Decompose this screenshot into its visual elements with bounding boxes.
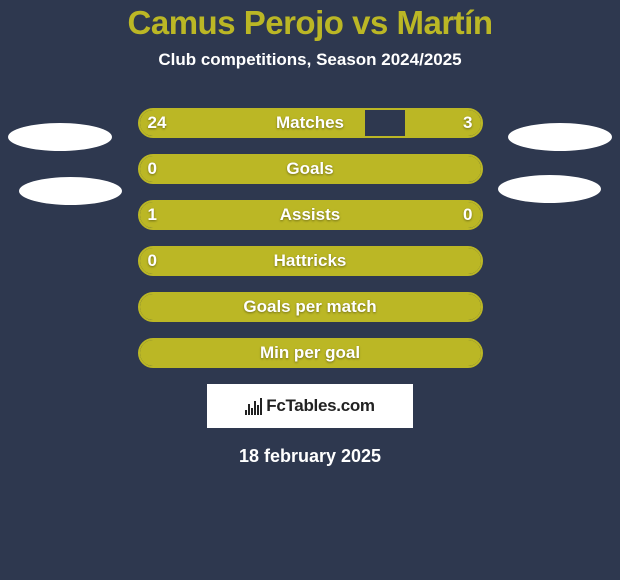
page-title: Camus Perojo vs Martín: [0, 0, 620, 42]
title-player1: Camus Perojo: [128, 4, 344, 41]
stat-label: Goals per match: [138, 292, 483, 322]
title-vs: vs: [352, 4, 388, 41]
subtitle: Club competitions, Season 2024/2025: [0, 50, 620, 70]
stat-row: Matches24 3: [138, 108, 483, 138]
stat-row: Min per goal: [138, 338, 483, 368]
stat-label: Goals: [138, 154, 483, 184]
logo-text: FcTables.com: [266, 396, 375, 416]
stat-value-left: 0: [148, 246, 157, 276]
fctables-logo: FcTables.com: [207, 384, 413, 428]
stat-value-right: 3: [463, 108, 472, 138]
stat-row: Hattricks0: [138, 246, 483, 276]
stat-value-left: 24: [148, 108, 167, 138]
stat-value-right: 0: [463, 200, 472, 230]
stat-value-left: 0: [148, 154, 157, 184]
comparison-chart: Matches243Goals0Assists10Hattricks0Goals…: [0, 108, 620, 368]
stat-label: Matches: [138, 108, 483, 138]
stat-label: Assists: [138, 200, 483, 230]
stat-value-left: 1: [148, 200, 157, 230]
stat-label: Hattricks: [138, 246, 483, 276]
stat-row: Goals per match: [138, 292, 483, 322]
title-player2: Martín: [396, 4, 492, 41]
bar-chart-icon: [245, 397, 262, 415]
stat-row: Goals0: [138, 154, 483, 184]
stat-row: Assists1 0: [138, 200, 483, 230]
date-label: 18 february 2025: [0, 446, 620, 467]
stat-label: Min per goal: [138, 338, 483, 368]
